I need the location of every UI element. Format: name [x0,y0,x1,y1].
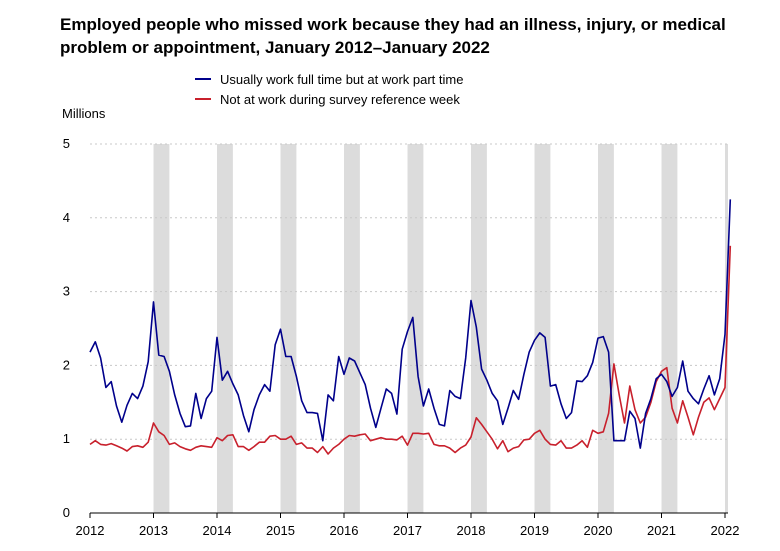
x-tick-label: 2012 [76,523,105,538]
x-tick-label: 2020 [584,523,613,538]
x-tick-label: 2013 [139,523,168,538]
y-axis-label: Millions [62,106,106,121]
y-tick-label: 2 [63,357,70,372]
gridlines [90,143,728,440]
y-tick-label: 1 [63,431,70,446]
x-tick-label: 2017 [393,523,422,538]
series-line-not-at-work [89,245,732,455]
shaded-band [280,144,297,513]
axes: 0 1 2 3 4 5 2012 2013 2014 2015 2016 2017 2018 2019 20… [63,136,740,538]
legend-label-full-time: Usually work full time but at work part … [220,72,463,87]
shaded-bands [153,144,728,513]
y-tick-label: 3 [63,284,70,299]
shaded-band [344,144,360,513]
y-tick-label: 5 [63,136,70,151]
y-tick-label: 4 [63,210,70,225]
legend: Usually work full time but at work part … [195,72,463,107]
chart-title: Employed people who missed work because … [60,15,726,57]
x-tick-label: 2019 [520,523,549,538]
shaded-band [471,144,487,513]
series-layer [89,199,732,455]
x-tick-label: 2021 [647,523,676,538]
x-tick-label: 2014 [203,523,232,538]
series-line-full-time [89,199,732,449]
shaded-band [661,144,678,513]
shaded-band [407,144,424,513]
shaded-band [534,144,551,513]
shaded-band [217,144,233,513]
y-tick-label: 0 [63,505,70,520]
x-tick-label: 2018 [457,523,486,538]
shaded-band [153,144,170,513]
legend-item-not-at-work: Not at work during survey reference week [195,92,460,107]
shaded-band [598,144,614,513]
x-tick-label: 2015 [266,523,295,538]
x-tick-label: 2022 [711,523,740,538]
legend-item-full-time: Usually work full time but at work part … [195,72,463,87]
legend-label-not-at-work: Not at work during survey reference week [220,92,460,107]
x-tick-label: 2016 [330,523,359,538]
